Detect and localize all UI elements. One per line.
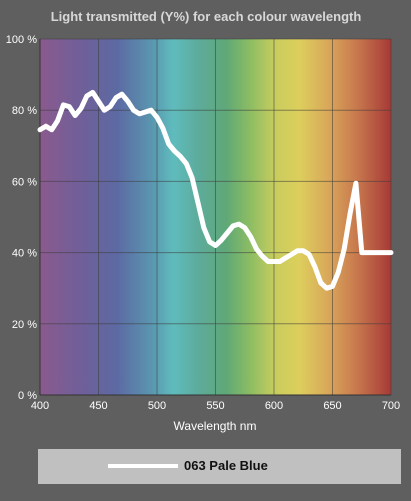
axes — [39, 39, 391, 396]
y-tick-label: 20 % — [12, 319, 37, 331]
y-tick-label: 40 % — [12, 248, 37, 260]
series-line — [37, 89, 394, 291]
y-tick-label: 80 % — [12, 105, 37, 117]
series — [37, 89, 394, 291]
legend-label: 063 Pale Blue — [184, 458, 268, 473]
y-tick-label: 100 % — [6, 34, 37, 46]
legend-swatch — [108, 464, 178, 468]
x-axis-label: Wavelength nm — [174, 419, 257, 433]
legend: 063 Pale Blue — [38, 449, 401, 484]
x-tick-label: 450 — [89, 400, 107, 412]
x-tick-label: 650 — [323, 400, 341, 412]
x-tick-label: 550 — [206, 400, 224, 412]
chart-title: Light transmitted (Y%) for each colour w… — [51, 9, 362, 24]
x-tick-label: 700 — [382, 400, 400, 412]
tick-labels: 400 450 500 550 600 650 700 0 % 20 % 40 % 60 % 80 %… — [6, 34, 400, 412]
x-tick-label: 400 — [31, 400, 49, 412]
y-tick-label: 0 % — [18, 390, 37, 402]
x-tick-label: 600 — [265, 400, 283, 412]
y-tick-label: 60 % — [12, 176, 37, 188]
x-tick-label: 500 — [148, 400, 166, 412]
